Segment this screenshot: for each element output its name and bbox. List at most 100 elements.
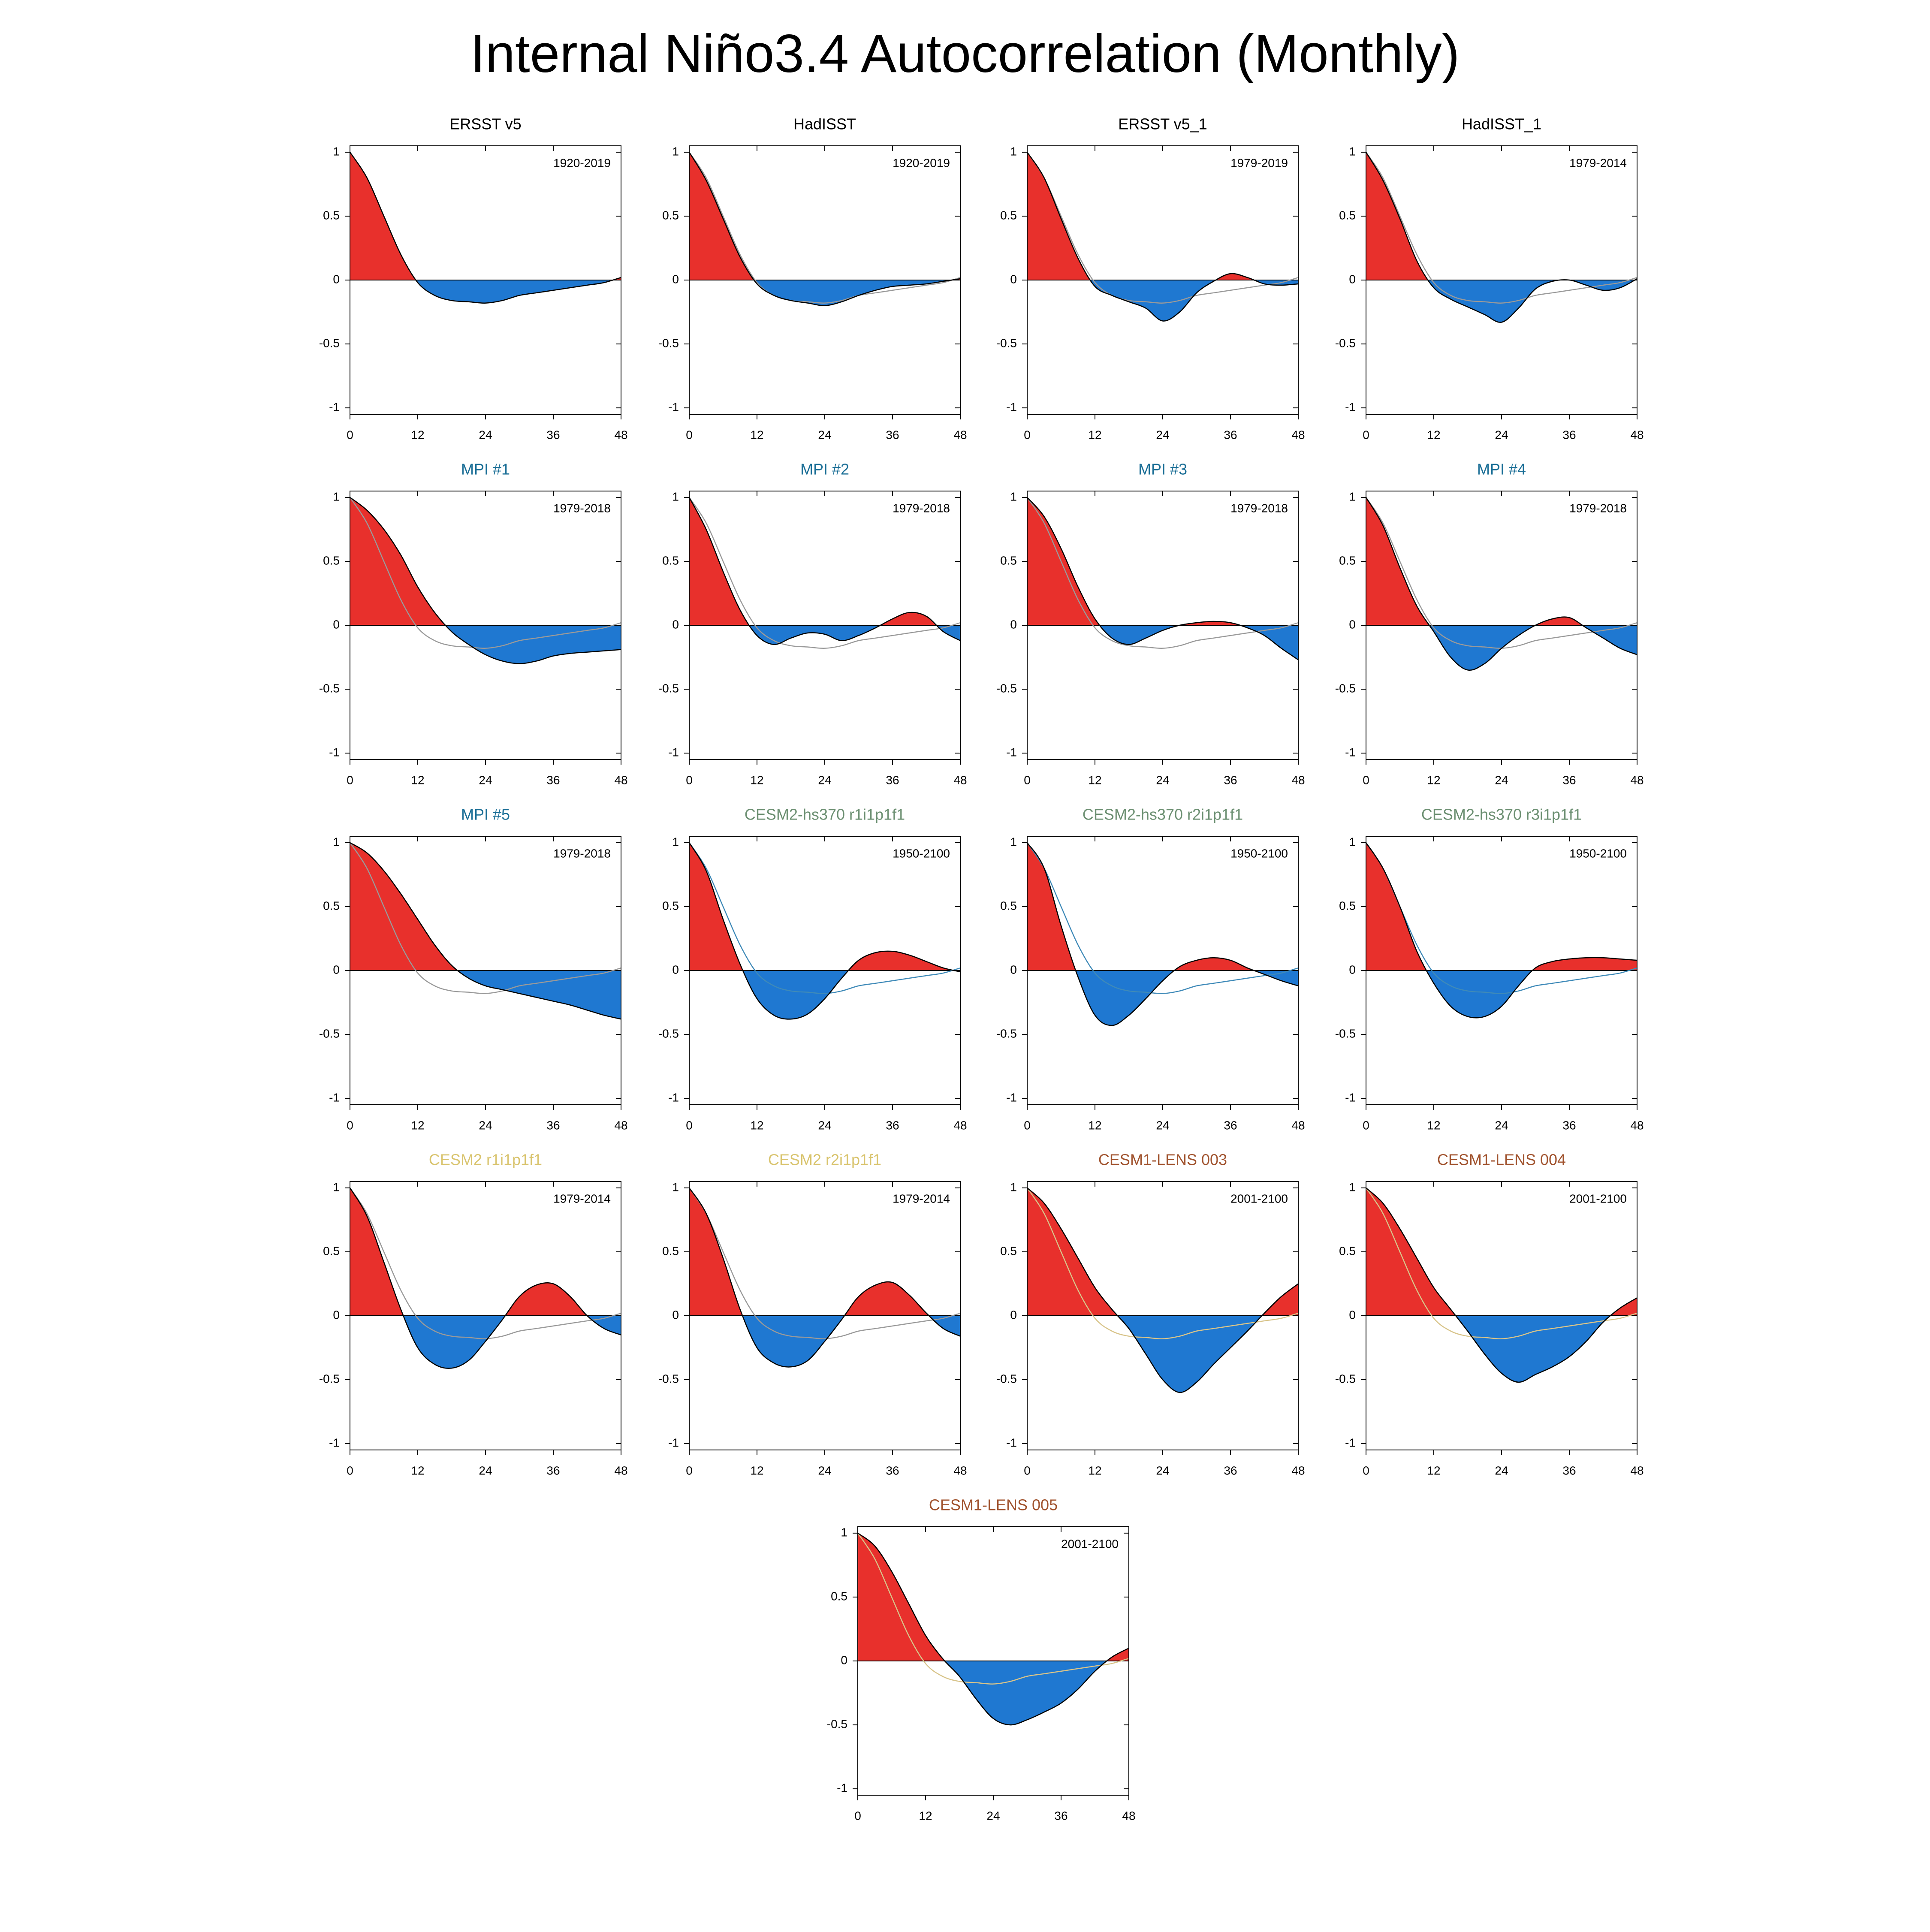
y-tick-label: 0.5 — [662, 208, 679, 222]
panel-title: ERSST v5 — [449, 115, 521, 133]
x-tick-label: 12 — [1088, 428, 1101, 441]
x-tick-label: 12 — [1427, 773, 1440, 787]
x-tick-label: 0 — [686, 1464, 693, 1477]
y-tick-label: -1 — [329, 1091, 340, 1104]
y-tick-label: -0.5 — [996, 336, 1017, 350]
y-tick-label: 1 — [672, 490, 679, 503]
x-tick-label: 36 — [1562, 773, 1576, 787]
period-annotation: 1979-2019 — [1230, 156, 1288, 169]
y-tick-label: -0.5 — [319, 336, 340, 350]
x-tick-label: 36 — [1562, 428, 1576, 441]
y-tick-label: 0 — [672, 1308, 679, 1321]
positive-fill — [350, 497, 621, 625]
panel-title: CESM2-hs370 r1i1p1f1 — [745, 806, 905, 823]
x-tick-label: 48 — [1291, 773, 1305, 787]
negative-fill — [858, 1661, 1129, 1725]
y-tick-label: 1 — [672, 1180, 679, 1194]
y-tick-label: 0.5 — [323, 208, 340, 222]
positive-fill — [858, 1533, 1129, 1661]
positive-fill — [1366, 497, 1637, 625]
panel-title: ERSST v5_1 — [1118, 115, 1207, 133]
y-tick-label: 0.5 — [1339, 208, 1356, 222]
positive-fill — [689, 842, 960, 971]
panel-title: CESM2-hs370 r2i1p1f1 — [1083, 806, 1243, 823]
y-tick-label: 0 — [672, 618, 679, 631]
autocorrelation-line — [1026, 842, 1299, 1026]
x-tick-label: 48 — [1291, 428, 1305, 441]
x-tick-label: 0 — [1024, 773, 1031, 787]
y-tick-label: 0.5 — [1000, 899, 1017, 912]
x-tick-label: 24 — [1495, 1464, 1508, 1477]
x-tick-label: 48 — [953, 1118, 967, 1132]
panel: -1 -0.5 0 0.5 1 0 12 24 36 48 CESM2 r1i1p1f1 1979-2… — [319, 1151, 628, 1477]
y-tick-label: 1 — [672, 145, 679, 158]
y-tick-label: 1 — [1010, 1180, 1017, 1194]
autocorrelation-line — [1365, 497, 1637, 671]
x-tick-label: 48 — [1630, 1118, 1644, 1132]
x-tick-label: 24 — [1156, 773, 1169, 787]
y-tick-label: -1 — [329, 745, 340, 759]
period-annotation: 1950-2100 — [1230, 847, 1288, 860]
period-annotation: 1979-2014 — [893, 1192, 950, 1205]
y-tick-label: 0.5 — [1339, 899, 1356, 912]
y-tick-label: -1 — [1006, 1091, 1017, 1104]
positive-fill — [689, 152, 960, 280]
x-tick-label: 0 — [347, 428, 353, 441]
y-tick-label: 0 — [1349, 618, 1356, 631]
positive-fill — [1366, 1188, 1637, 1316]
y-tick-label: 0 — [1010, 272, 1017, 286]
y-tick-label: 1 — [1349, 145, 1356, 158]
y-tick-label: -0.5 — [319, 681, 340, 695]
x-tick-label: 48 — [614, 1464, 627, 1477]
x-tick-label: 48 — [953, 1464, 967, 1477]
autocorrelation-line — [349, 1188, 621, 1369]
x-tick-label: 48 — [1291, 1464, 1305, 1477]
autocorrelation-line — [349, 152, 621, 304]
period-annotation: 1979-2018 — [553, 501, 611, 515]
autocorrelation-line — [350, 842, 621, 1020]
y-tick-label: 0 — [1349, 272, 1356, 286]
reference-line — [1365, 497, 1637, 649]
panel: -1 -0.5 0 0.5 1 0 12 24 36 48 MPI #5 1979-2018 — [319, 806, 628, 1132]
autocorrelation-line — [1365, 842, 1637, 1019]
y-tick-label: 0 — [333, 272, 340, 286]
reference-line — [349, 1188, 621, 1339]
y-tick-label: -0.5 — [1335, 1372, 1356, 1385]
x-tick-label: 12 — [1427, 1118, 1440, 1132]
y-tick-label: 0.5 — [1000, 1244, 1017, 1257]
y-tick-label: 0 — [672, 963, 679, 976]
y-tick-label: -0.5 — [319, 1027, 340, 1040]
panel: -1 -0.5 0 0.5 1 0 12 24 36 48 CESM1-LENS 004 2001-2… — [1335, 1151, 1644, 1477]
x-tick-label: 12 — [750, 773, 763, 787]
period-annotation: 1920-2019 — [893, 156, 950, 169]
panel: -1 -0.5 0 0.5 1 0 12 24 36 48 ERSST v5_1 1979-2019 — [996, 115, 1305, 442]
y-tick-label: -1 — [1345, 400, 1356, 413]
y-tick-label: 1 — [333, 835, 340, 848]
x-tick-label: 24 — [818, 773, 831, 787]
positive-fill — [689, 497, 960, 625]
positive-fill — [1027, 842, 1298, 971]
y-tick-label: -1 — [1006, 400, 1017, 413]
x-tick-label: 0 — [1363, 1464, 1369, 1477]
panel-title: CESM2-hs370 r3i1p1f1 — [1421, 806, 1582, 823]
x-tick-label: 36 — [1054, 1809, 1068, 1822]
x-tick-label: 0 — [347, 1118, 353, 1132]
period-annotation: 2001-2100 — [1569, 1192, 1627, 1205]
positive-fill — [1027, 152, 1298, 280]
period-annotation: 1979-2018 — [553, 847, 611, 860]
y-tick-label: 0 — [333, 618, 340, 631]
y-tick-label: 1 — [1349, 490, 1356, 503]
panel-title: CESM1-LENS 005 — [929, 1496, 1058, 1514]
panel: -1 -0.5 0 0.5 1 0 12 24 36 48 MPI #4 1979-2018 — [1335, 461, 1644, 787]
x-tick-label: 48 — [1291, 1118, 1305, 1132]
autocorrelation-line — [1026, 152, 1299, 322]
x-tick-label: 24 — [818, 1464, 831, 1477]
negative-fill — [1366, 280, 1637, 323]
x-tick-label: 36 — [1562, 1118, 1576, 1132]
x-tick-label: 12 — [1088, 1464, 1101, 1477]
y-tick-label: 1 — [672, 835, 679, 848]
period-annotation: 1979-2018 — [893, 501, 950, 515]
period-annotation: 1950-2100 — [893, 847, 950, 860]
period-annotation: 1920-2019 — [553, 156, 611, 169]
